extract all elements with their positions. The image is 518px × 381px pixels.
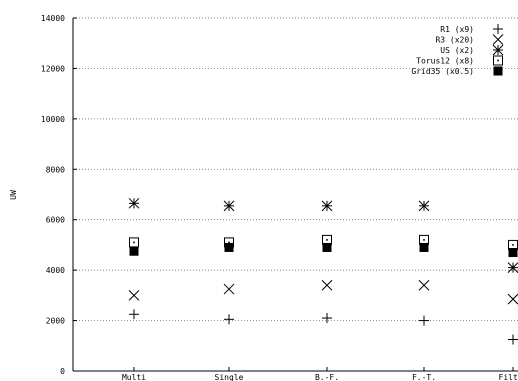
x-tick-label: F.-T. xyxy=(412,373,436,381)
y-tick-label: 8000 xyxy=(46,165,65,174)
data-point xyxy=(507,262,518,273)
marker-dot xyxy=(512,244,514,246)
data-point xyxy=(507,293,518,305)
legend: R1 (x9) R3 (x20)US (x2) Torus12 (x8)Grid35… xyxy=(411,24,504,76)
marker-stroke xyxy=(321,200,333,212)
y-tick-label: 0 xyxy=(60,367,65,376)
y-axis-label: UW xyxy=(9,190,18,200)
x-tick-labels: Multi Single B.-F. F.-T. Filter xyxy=(122,373,518,381)
axes xyxy=(72,18,518,372)
marker-stroke xyxy=(128,197,140,209)
marker-stroke xyxy=(507,293,518,305)
grid-lines xyxy=(73,17,518,372)
data-point xyxy=(224,314,234,325)
data-point xyxy=(223,283,235,295)
marker-dot xyxy=(228,241,230,244)
data-point xyxy=(322,242,332,252)
data-point xyxy=(418,279,430,291)
x-tick-label: Multi xyxy=(122,373,146,381)
data-point xyxy=(129,309,139,320)
legend-label: R1 (x9) xyxy=(440,25,474,34)
marker-dot xyxy=(133,241,135,244)
marker-stroke xyxy=(321,279,333,291)
y-tick-label: 10000 xyxy=(41,115,65,124)
legend-label: R3 (x20) xyxy=(435,36,474,45)
marker-stroke xyxy=(492,34,504,45)
legend-symbol xyxy=(493,55,503,66)
data-point xyxy=(223,200,235,212)
data-point xyxy=(419,242,429,252)
data-point xyxy=(508,334,518,345)
legend-label: US (x2) xyxy=(440,46,474,55)
marker-stroke xyxy=(492,44,504,56)
y-tick-label: 4000 xyxy=(46,266,65,275)
data-marks xyxy=(128,197,518,345)
data-point xyxy=(129,246,139,256)
x-tick-label: B.-F. xyxy=(315,373,339,381)
data-point xyxy=(418,200,430,212)
data-point xyxy=(129,237,139,248)
legend-label: Torus12 (x8) xyxy=(416,57,474,66)
x-tick-label: Single xyxy=(215,373,244,381)
data-point xyxy=(224,242,234,252)
marker-stroke xyxy=(418,279,430,291)
marker-stroke xyxy=(223,200,235,212)
y-tick-label: 6000 xyxy=(46,216,65,225)
y-tick-label: 12000 xyxy=(41,64,65,73)
marker-stroke xyxy=(507,262,518,273)
marker-dot xyxy=(326,239,328,241)
data-point xyxy=(322,313,332,324)
marker-stroke xyxy=(418,200,430,212)
y-tick-label: 14000 xyxy=(41,14,65,23)
data-point xyxy=(508,247,518,257)
marker-dot xyxy=(423,239,425,241)
legend-symbol xyxy=(493,66,503,76)
y-tick-labels: 0 2000 4000 6000 8000 10000 12000 14000 xyxy=(41,14,65,376)
data-point xyxy=(321,279,333,291)
x-tick-label: Filter xyxy=(499,373,518,381)
marker-stroke xyxy=(223,283,235,295)
marker-stroke xyxy=(128,290,140,301)
data-point xyxy=(128,197,140,209)
data-point xyxy=(419,315,429,326)
legend-symbol xyxy=(493,24,503,34)
legend-label: Grid35 (x0.5) xyxy=(411,67,474,76)
legend-symbol xyxy=(492,44,504,56)
legend-symbol xyxy=(492,34,504,45)
y-tick-label: 2000 xyxy=(46,317,65,326)
marker-dot xyxy=(497,59,499,62)
data-point xyxy=(128,290,140,301)
data-point xyxy=(321,200,333,212)
